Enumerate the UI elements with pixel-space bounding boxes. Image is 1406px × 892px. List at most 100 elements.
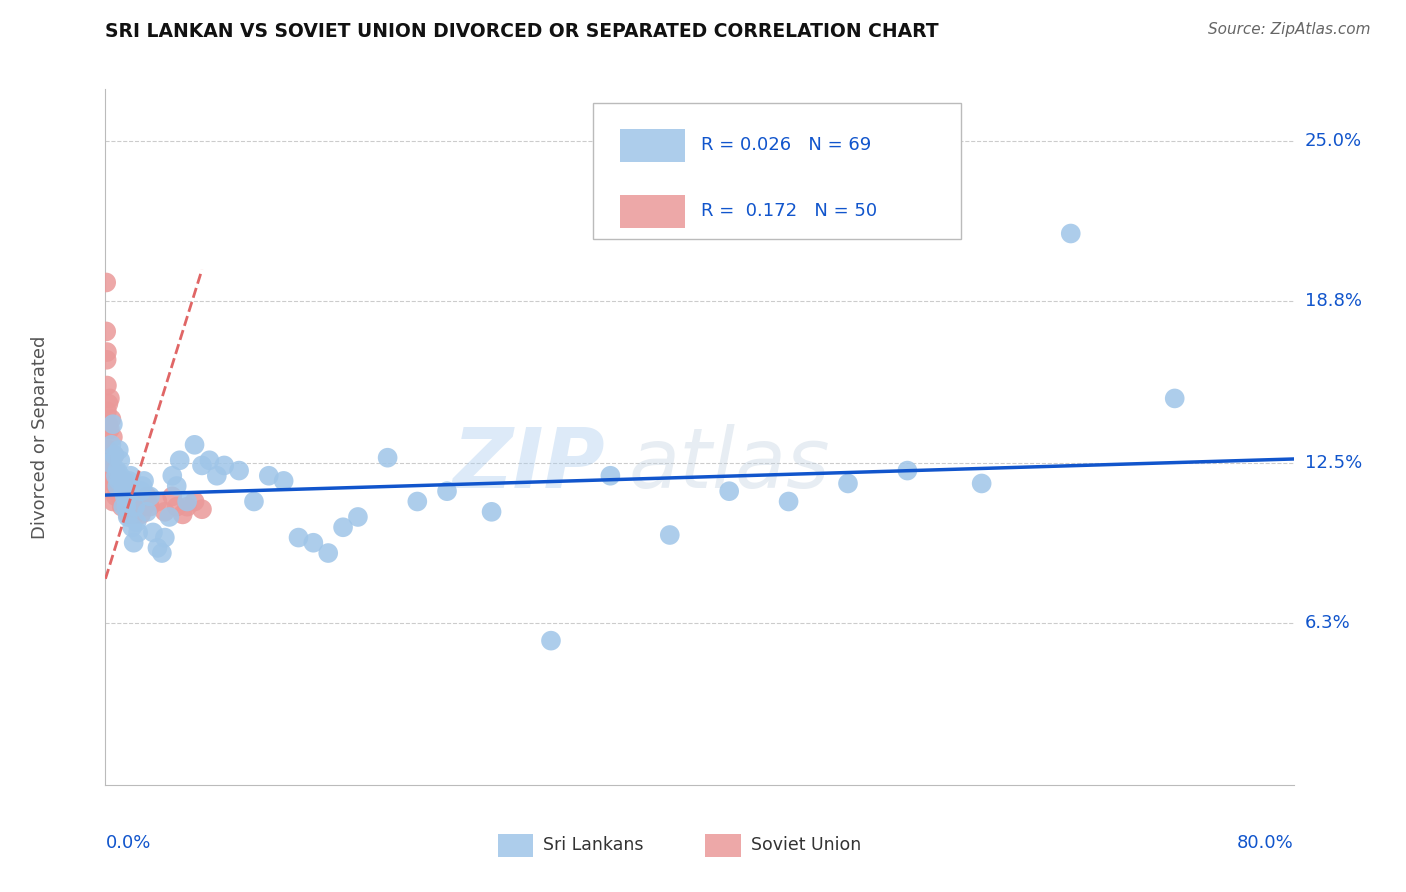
- Point: [124, 500, 146, 514]
- Point: [540, 633, 562, 648]
- Point: [183, 494, 205, 508]
- Point: [136, 505, 159, 519]
- Point: [98, 456, 121, 470]
- Point: [139, 500, 162, 514]
- Point: [121, 520, 143, 534]
- Point: [191, 458, 214, 473]
- Bar: [620, 195, 685, 228]
- Point: [124, 508, 146, 522]
- Point: [658, 528, 681, 542]
- Point: [146, 494, 169, 508]
- Point: [176, 500, 198, 514]
- Text: ZIP: ZIP: [451, 425, 605, 506]
- Point: [104, 468, 127, 483]
- Point: [101, 494, 124, 508]
- Text: Divorced or Separated: Divorced or Separated: [31, 335, 49, 539]
- Point: [162, 489, 184, 503]
- Point: [104, 489, 127, 503]
- Point: [96, 378, 118, 392]
- Text: R = 0.026   N = 69: R = 0.026 N = 69: [700, 136, 870, 153]
- Point: [142, 525, 165, 540]
- Point: [287, 531, 309, 545]
- Point: [100, 474, 122, 488]
- Point: [896, 464, 918, 478]
- Point: [377, 450, 399, 465]
- Point: [98, 482, 121, 496]
- Point: [97, 396, 120, 410]
- Point: [132, 474, 155, 488]
- Point: [243, 494, 266, 508]
- Point: [131, 479, 153, 493]
- Point: [273, 474, 295, 488]
- Point: [127, 525, 149, 540]
- Point: [101, 464, 124, 478]
- Point: [146, 541, 169, 555]
- Point: [110, 453, 132, 467]
- Text: atlas: atlas: [628, 425, 830, 506]
- Point: [302, 535, 325, 549]
- Point: [406, 494, 429, 508]
- Point: [101, 430, 124, 444]
- Point: [153, 505, 176, 519]
- Point: [111, 474, 134, 488]
- Point: [1060, 227, 1083, 241]
- Text: 18.8%: 18.8%: [1305, 292, 1361, 310]
- Point: [169, 453, 191, 467]
- Point: [104, 464, 127, 478]
- Point: [332, 520, 354, 534]
- Point: [115, 482, 138, 496]
- Text: R =  0.172   N = 50: R = 0.172 N = 50: [700, 202, 877, 220]
- Point: [205, 468, 228, 483]
- Point: [114, 489, 136, 503]
- Point: [98, 422, 121, 436]
- Point: [166, 479, 188, 493]
- Point: [120, 468, 142, 483]
- Point: [115, 500, 138, 514]
- Point: [214, 458, 236, 473]
- Point: [129, 484, 152, 499]
- Point: [117, 510, 139, 524]
- Point: [153, 531, 176, 545]
- Point: [166, 500, 188, 514]
- Point: [112, 484, 135, 499]
- Point: [96, 404, 118, 418]
- Text: Source: ZipAtlas.com: Source: ZipAtlas.com: [1208, 22, 1371, 37]
- Point: [100, 448, 122, 462]
- Text: 80.0%: 80.0%: [1237, 834, 1294, 852]
- Point: [121, 500, 143, 514]
- Point: [112, 500, 135, 514]
- Point: [100, 412, 122, 426]
- Point: [96, 276, 118, 290]
- Point: [172, 508, 194, 522]
- Point: [162, 468, 184, 483]
- Point: [436, 484, 458, 499]
- Point: [183, 438, 205, 452]
- Point: [136, 489, 159, 503]
- Point: [97, 442, 120, 457]
- Point: [105, 474, 128, 488]
- Point: [1164, 392, 1187, 406]
- Point: [599, 468, 621, 483]
- Text: Soviet Union: Soviet Union: [751, 837, 860, 855]
- Point: [118, 474, 141, 488]
- Point: [98, 456, 121, 470]
- Point: [115, 500, 138, 514]
- Point: [117, 489, 139, 503]
- Point: [110, 489, 132, 503]
- Point: [117, 508, 139, 522]
- Point: [191, 502, 214, 516]
- Point: [114, 489, 136, 503]
- Point: [132, 500, 155, 514]
- Point: [101, 417, 124, 432]
- Text: Sri Lankans: Sri Lankans: [543, 837, 643, 855]
- Text: SRI LANKAN VS SOVIET UNION DIVORCED OR SEPARATED CORRELATION CHART: SRI LANKAN VS SOVIET UNION DIVORCED OR S…: [105, 22, 939, 41]
- Point: [110, 468, 132, 483]
- Point: [100, 438, 122, 452]
- Point: [105, 479, 128, 493]
- Text: 0.0%: 0.0%: [105, 834, 150, 852]
- Point: [108, 482, 131, 496]
- Point: [96, 325, 118, 339]
- Point: [347, 510, 370, 524]
- Point: [150, 546, 173, 560]
- Point: [108, 474, 131, 488]
